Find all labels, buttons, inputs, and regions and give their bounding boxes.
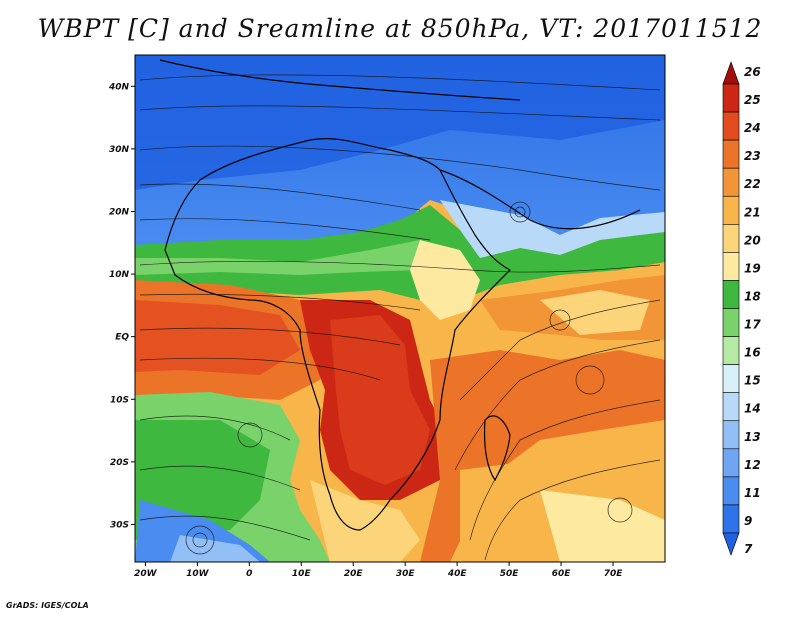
colorbar-top-triangle xyxy=(722,61,740,85)
y-tick-label: 10N xyxy=(109,270,130,280)
colorbar-box xyxy=(722,336,740,365)
colorbar-label: 14 xyxy=(744,402,761,416)
colorbar-box xyxy=(722,111,740,141)
coastlines xyxy=(159,59,641,531)
colorbar-box xyxy=(722,83,740,113)
x-tick-label: 30E xyxy=(396,569,416,579)
x-axis-ticks: 20W 10W 0 10E 20E 30E 40E 50E 60E 70E xyxy=(134,562,623,579)
chart-title: WBPT [C] and Sreamline at 850hPa, VT: 20… xyxy=(37,14,763,43)
y-tick-label: 20N xyxy=(109,207,130,217)
x-tick-label: 40E xyxy=(447,569,468,579)
colorbar-label: 20 xyxy=(744,233,761,247)
y-tick-label: 30S xyxy=(110,520,129,530)
colorbar-box xyxy=(722,224,740,253)
colorbar-label: 25 xyxy=(744,93,761,107)
y-tick-label: 40N xyxy=(108,82,130,92)
colorbar-box xyxy=(722,139,740,169)
plot-frame xyxy=(134,54,666,563)
colorbar-box xyxy=(722,392,740,422)
colorbar-label: 24 xyxy=(744,121,761,135)
x-tick-label: 70E xyxy=(604,569,624,579)
y-axis-ticks: 40N 30N 20N 10N EQ 10S 20S 30S xyxy=(108,82,135,530)
colorbar-label: 17 xyxy=(744,318,761,332)
colorbar-label: 15 xyxy=(744,374,761,388)
x-tick-label: 60E xyxy=(552,569,572,579)
colorbar-label: 22 xyxy=(744,177,761,191)
colorbar-box xyxy=(722,448,740,478)
colorbar-box xyxy=(722,195,740,225)
credit-text: GrADS: IGES/COLA xyxy=(6,601,89,610)
wbpt-field xyxy=(135,55,665,562)
colorbar-box xyxy=(722,308,740,337)
y-tick-label: 20S xyxy=(110,458,129,468)
colorbar-label: 23 xyxy=(744,149,761,163)
colorbar-label: 7 xyxy=(744,542,753,556)
colorbar-box xyxy=(722,167,740,197)
x-tick-label: 20W xyxy=(134,569,158,579)
colorbar-label: 18 xyxy=(744,289,761,303)
y-tick-label: EQ xyxy=(115,333,129,343)
colorbar-label: 12 xyxy=(744,458,761,472)
x-tick-label: 0 xyxy=(246,569,252,579)
colorbar-label: 11 xyxy=(744,486,761,500)
colorbar-box xyxy=(722,252,740,281)
colorbar-label: 26 xyxy=(744,65,761,79)
colorbar-label: 21 xyxy=(744,205,761,219)
colorbar-box xyxy=(722,364,740,393)
colorbar-box xyxy=(722,504,740,534)
colorbar-label: 19 xyxy=(744,261,761,275)
colorbar-label: 9 xyxy=(744,514,752,528)
colorbar-box xyxy=(722,280,740,309)
colorbar-label: 13 xyxy=(744,430,761,444)
x-tick-label: 20E xyxy=(344,569,364,579)
colorbar-box xyxy=(722,476,740,506)
y-tick-label: 30N xyxy=(109,145,130,155)
colorbar-bottom-triangle xyxy=(722,532,740,556)
x-tick-label: 50E xyxy=(500,569,520,579)
y-tick-label: 10S xyxy=(110,395,129,405)
colorbar-label: 16 xyxy=(744,346,761,360)
colorbar: 26 25 24 23 22 21 20 19 18 17 16 15 14 13 12 11 9 7 xyxy=(722,61,761,556)
x-tick-label: 10E xyxy=(292,569,312,579)
x-tick-label: 10W xyxy=(186,569,210,579)
colorbar-box xyxy=(722,420,740,450)
